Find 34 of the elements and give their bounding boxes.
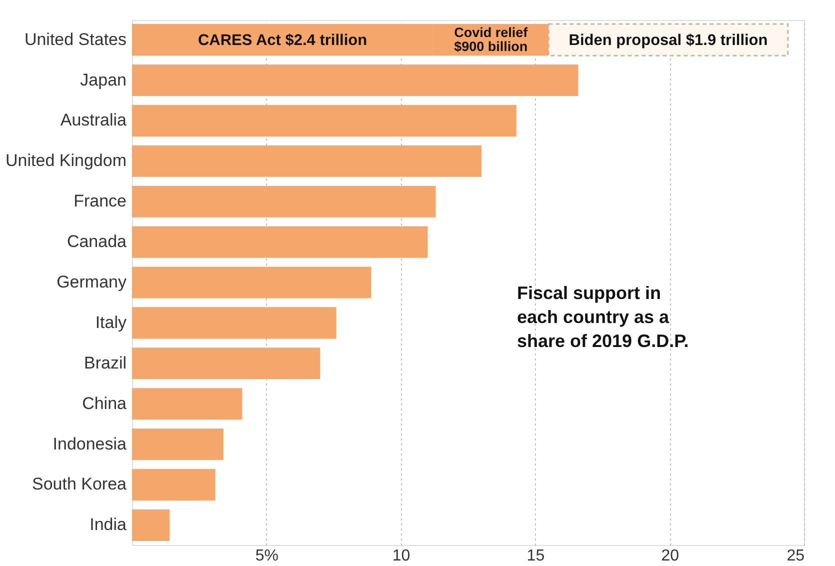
- series-label: CARES Act $2.4 trillion: [198, 32, 368, 49]
- x-tick-label: 5%: [255, 548, 278, 564]
- x-tick-label: 15: [526, 548, 545, 564]
- bar: [132, 468, 216, 501]
- y-tick-label: United States: [24, 30, 126, 49]
- bar: [132, 186, 436, 218]
- x-tick-label: 10: [392, 548, 410, 564]
- y-tick-label: Germany: [56, 272, 127, 292]
- y-tick-label: France: [74, 192, 126, 211]
- y-tick-label: Japan: [80, 70, 126, 90]
- y-tick-label: United Kingdom: [6, 151, 126, 170]
- y-tick-label: Canada: [66, 232, 128, 252]
- series-label: Biden proposal $1.9 trillion: [568, 32, 768, 49]
- bar: [132, 266, 372, 298]
- x-tick-label: 20: [661, 548, 680, 564]
- y-tick-label: Brazil: [84, 353, 126, 372]
- annotation: Fiscal support in each country as a share of 2019 G.D.P.: [517, 283, 689, 351]
- series-label: Covid relief $900 billion: [454, 24, 528, 54]
- bar: [132, 145, 482, 177]
- y-tick-label: China: [82, 394, 128, 413]
- bar: [132, 428, 224, 460]
- bar: [132, 104, 516, 136]
- x-tick-label: 25: [786, 548, 805, 564]
- y-tick-label: South Korea: [32, 474, 128, 494]
- bar: [132, 388, 242, 420]
- bar: [132, 226, 428, 258]
- bar: [132, 348, 320, 380]
- y-tick-label: India: [90, 515, 128, 534]
- bar: [132, 509, 170, 541]
- bar: [132, 307, 336, 339]
- y-tick-label: Italy: [95, 312, 127, 332]
- y-tick-label: Indonesia: [52, 434, 128, 454]
- y-tick-label: Australia: [60, 110, 128, 130]
- bar: [132, 64, 578, 96]
